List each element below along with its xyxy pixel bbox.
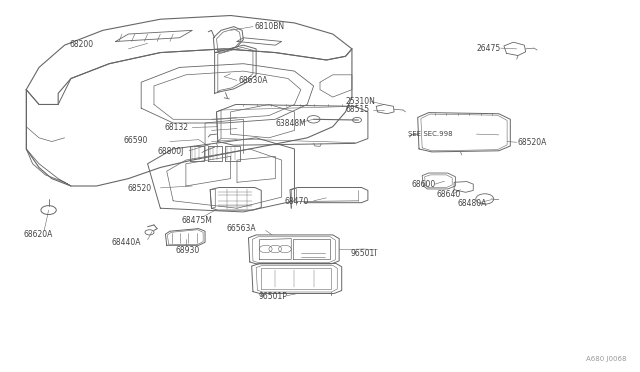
Text: 68520: 68520 — [127, 185, 151, 193]
Text: SEE SEC.998: SEE SEC.998 — [408, 131, 452, 137]
Text: 68520A: 68520A — [518, 138, 547, 147]
Text: 68475M: 68475M — [181, 217, 212, 225]
Text: 68480A: 68480A — [458, 199, 486, 208]
Text: 96501l: 96501l — [351, 249, 377, 258]
Text: 66590: 66590 — [124, 136, 148, 145]
Text: 68515: 68515 — [346, 105, 370, 114]
Text: 68640: 68640 — [436, 190, 460, 199]
Text: 68620A: 68620A — [23, 230, 52, 240]
Text: 96501P: 96501P — [259, 292, 287, 301]
Text: 26475: 26475 — [476, 44, 500, 52]
Text: 68200: 68200 — [70, 40, 94, 49]
Text: A680 J0068: A680 J0068 — [586, 356, 627, 362]
Text: 68800J: 68800J — [157, 147, 184, 156]
Text: 68132: 68132 — [164, 123, 188, 132]
Text: 68930: 68930 — [175, 246, 199, 255]
Text: 66563A: 66563A — [227, 224, 257, 233]
Text: 68600: 68600 — [412, 180, 436, 189]
Text: 68470: 68470 — [285, 197, 309, 206]
Text: 25310N: 25310N — [346, 97, 376, 106]
Text: 68630A: 68630A — [238, 76, 268, 85]
Text: 68440A: 68440A — [112, 238, 141, 247]
Text: 6810BN: 6810BN — [254, 22, 284, 31]
Text: 63848M: 63848M — [275, 119, 306, 128]
